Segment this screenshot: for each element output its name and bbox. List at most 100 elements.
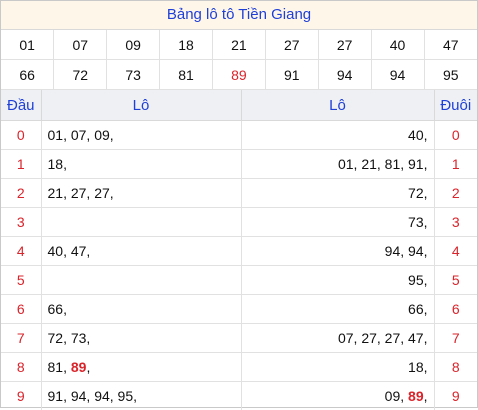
number-cell: 94 bbox=[318, 60, 371, 90]
number-cell: 73 bbox=[107, 60, 160, 90]
header-lo-right: Lô bbox=[241, 90, 434, 121]
number-cell: 21 bbox=[213, 30, 266, 60]
header-dau: Đầu bbox=[1, 90, 41, 121]
number-cell: 27 bbox=[318, 30, 371, 60]
lo-text: 40, bbox=[408, 127, 427, 143]
header-lo-left: Lô bbox=[41, 90, 241, 121]
number-cell: 95 bbox=[424, 60, 477, 90]
duoi-digit: 5 bbox=[434, 266, 477, 295]
lo-text: 72, 73, bbox=[48, 330, 91, 346]
highlight-number: 89 bbox=[71, 359, 87, 375]
dau-lo-list bbox=[41, 208, 241, 237]
duoi-lo-list: 07, 27, 27, 47, bbox=[241, 324, 434, 353]
duoi-lo-list: 18, bbox=[241, 353, 434, 382]
lo-text: 94, 94, bbox=[385, 243, 428, 259]
dau-lo-list: 01, 07, 09, bbox=[41, 121, 241, 150]
duoi-lo-list: 72, bbox=[241, 179, 434, 208]
table-row: 2 21, 27, 27, 72, 2 bbox=[1, 179, 477, 208]
lo-text: 91, 94, 94, 95, bbox=[48, 388, 138, 404]
dau-lo-list: 91, 94, 94, 95, bbox=[41, 382, 241, 410]
duoi-digit: 9 bbox=[434, 382, 477, 410]
number-cell: 01 bbox=[1, 30, 54, 60]
number-cell: 91 bbox=[265, 60, 318, 90]
number-cell: 81 bbox=[160, 60, 213, 90]
dau-digit: 4 bbox=[1, 237, 41, 266]
number-cell: 89 bbox=[213, 60, 266, 90]
number-cell: 07 bbox=[54, 30, 107, 60]
duoi-lo-list: 73, bbox=[241, 208, 434, 237]
number-cell: 66 bbox=[1, 60, 54, 90]
lo-text: 01, 21, 81, 91, bbox=[338, 156, 428, 172]
dau-lo-list: 21, 27, 27, bbox=[41, 179, 241, 208]
number-cell: 47 bbox=[424, 30, 477, 60]
header-duoi: Đuôi bbox=[434, 90, 477, 121]
dau-lo-list: 72, 73, bbox=[41, 324, 241, 353]
lo-text: 21, 27, 27, bbox=[48, 185, 114, 201]
dau-digit: 2 bbox=[1, 179, 41, 208]
dau-lo-list: 66, bbox=[41, 295, 241, 324]
lo-text: 95, bbox=[408, 272, 427, 288]
table-row: 6 66, 66, 6 bbox=[1, 295, 477, 324]
duoi-digit: 3 bbox=[434, 208, 477, 237]
lo-text: 18, bbox=[48, 156, 67, 172]
lo-text: 40, 47, bbox=[48, 243, 91, 259]
number-cell: 72 bbox=[54, 60, 107, 90]
dau-digit: 7 bbox=[1, 324, 41, 353]
dau-digit: 9 bbox=[1, 382, 41, 410]
number-cell: 27 bbox=[265, 30, 318, 60]
duoi-lo-list: 94, 94, bbox=[241, 237, 434, 266]
dau-lo-list: 18, bbox=[41, 150, 241, 179]
duoi-lo-list: 40, bbox=[241, 121, 434, 150]
lo-text: 72, bbox=[408, 185, 427, 201]
lo-text: 01, 07, 09, bbox=[48, 127, 114, 143]
table-row: 4 40, 47, 94, 94, 4 bbox=[1, 237, 477, 266]
number-cell: 18 bbox=[160, 30, 213, 60]
duoi-lo-list: 95, bbox=[241, 266, 434, 295]
lo-text: 18, bbox=[408, 359, 427, 375]
lo-text: 66, bbox=[408, 301, 427, 317]
table-row: 1 18, 01, 21, 81, 91, 1 bbox=[1, 150, 477, 179]
board-title: Bảng lô tô Tiền Giang bbox=[1, 1, 477, 30]
lo-text: , bbox=[86, 359, 90, 375]
highlight-number: 89 bbox=[408, 388, 424, 404]
lo-text: , bbox=[424, 388, 428, 404]
duoi-digit: 1 bbox=[434, 150, 477, 179]
number-cell: 09 bbox=[107, 30, 160, 60]
duoi-lo-list: 66, bbox=[241, 295, 434, 324]
lo-text: 73, bbox=[408, 214, 427, 230]
lo-text: 07, 27, 27, 47, bbox=[338, 330, 428, 346]
duoi-digit: 2 bbox=[434, 179, 477, 208]
duoi-lo-list: 09, 89, bbox=[241, 382, 434, 410]
lo-text: 66, bbox=[48, 301, 67, 317]
table-header-row: Đầu Lô Lô Đuôi bbox=[1, 90, 477, 121]
dau-digit: 6 bbox=[1, 295, 41, 324]
dau-digit: 1 bbox=[1, 150, 41, 179]
duoi-digit: 7 bbox=[434, 324, 477, 353]
lo-text: 09, bbox=[385, 388, 408, 404]
dau-digit: 5 bbox=[1, 266, 41, 295]
duoi-digit: 4 bbox=[434, 237, 477, 266]
dau-lo-list: 81, 89, bbox=[41, 353, 241, 382]
number-cell: 40 bbox=[371, 30, 424, 60]
dau-lo-list bbox=[41, 266, 241, 295]
duoi-digit: 8 bbox=[434, 353, 477, 382]
duoi-lo-list: 01, 21, 81, 91, bbox=[241, 150, 434, 179]
dau-lo-list: 40, 47, bbox=[41, 237, 241, 266]
dau-digit: 8 bbox=[1, 353, 41, 382]
dau-digit: 0 bbox=[1, 121, 41, 150]
lo-text: 81, bbox=[48, 359, 71, 375]
table-row: 7 72, 73, 07, 27, 27, 47, 7 bbox=[1, 324, 477, 353]
dau-digit: 3 bbox=[1, 208, 41, 237]
duoi-digit: 6 bbox=[434, 295, 477, 324]
number-cell: 94 bbox=[371, 60, 424, 90]
